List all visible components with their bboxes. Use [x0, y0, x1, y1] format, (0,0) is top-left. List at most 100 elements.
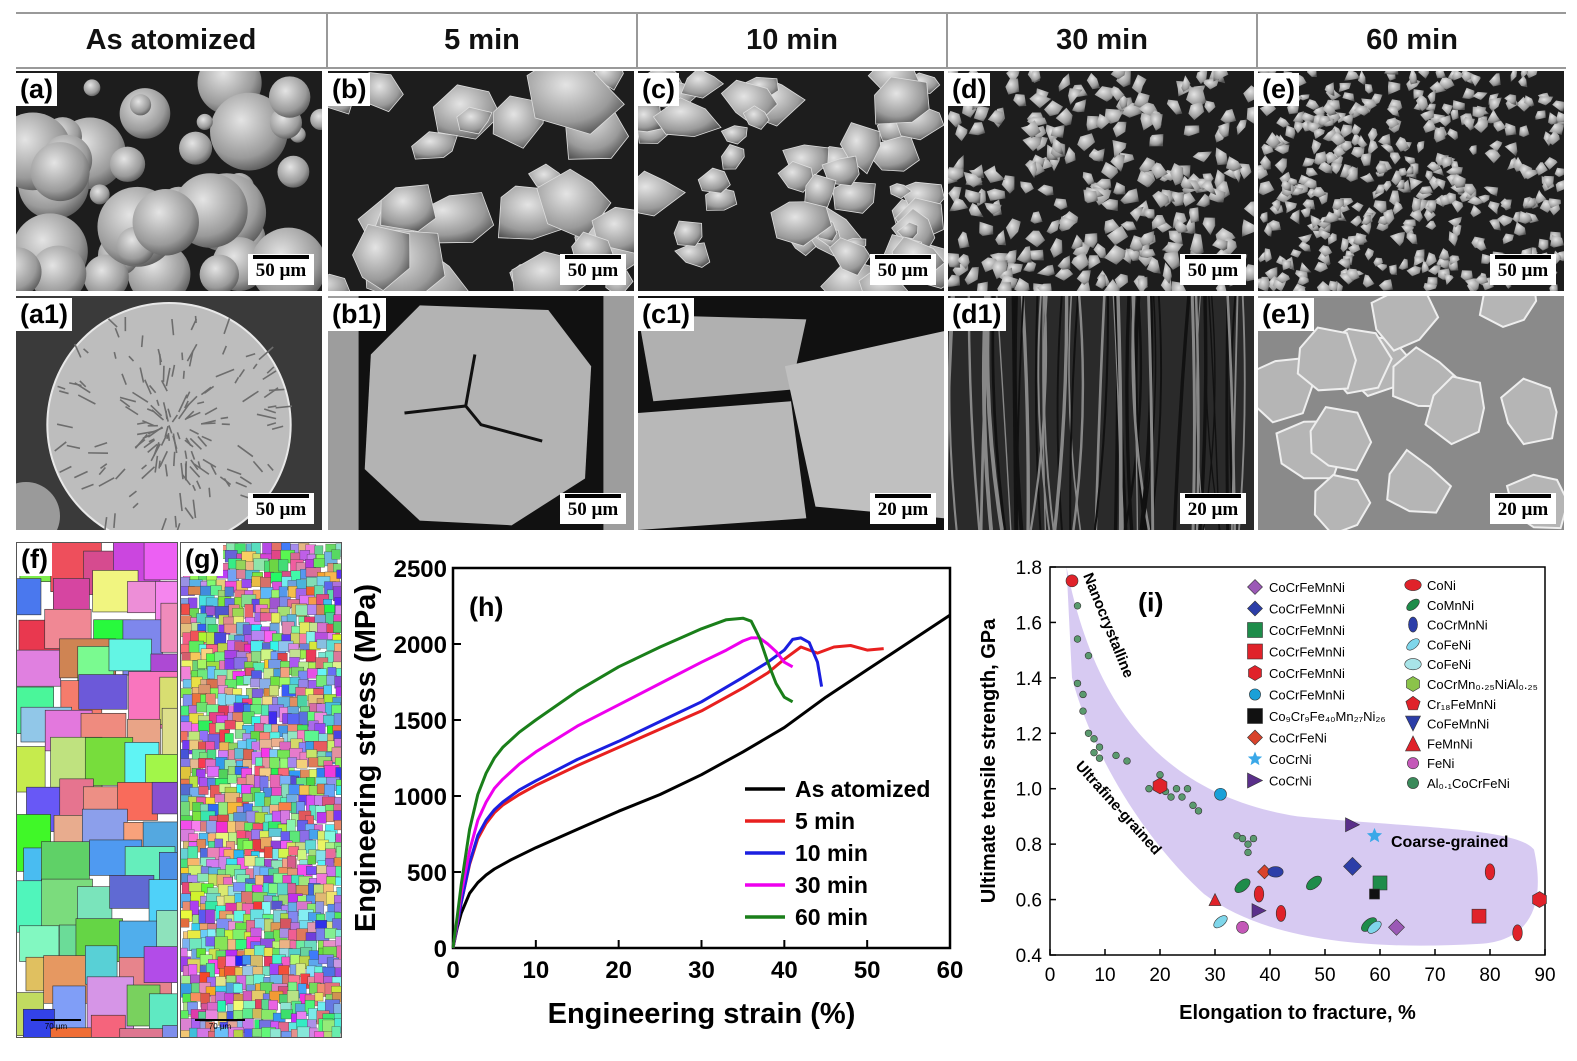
powder-particle	[1351, 123, 1362, 135]
powder-particle	[1120, 188, 1139, 205]
powder-particle	[328, 273, 351, 291]
legend-label: CoNi	[1427, 578, 1456, 593]
grain	[143, 946, 177, 983]
powder-particle	[997, 282, 1012, 291]
powder-particle	[1095, 274, 1107, 289]
powder-particle	[1342, 92, 1355, 102]
dendrite-arm	[74, 470, 88, 479]
powder-particle	[995, 229, 1006, 246]
lamella	[1037, 296, 1051, 530]
dendrite-arm	[147, 443, 158, 454]
grain	[109, 875, 155, 909]
powder-particle	[1095, 178, 1112, 190]
powder-particle	[1077, 133, 1096, 152]
lamella	[1016, 296, 1025, 530]
powder-particle	[1406, 265, 1422, 277]
legend-marker	[1405, 695, 1421, 711]
powder-flakes-image	[638, 71, 944, 291]
dendrite-arm	[98, 477, 115, 487]
dendrite-arm	[157, 348, 163, 363]
legend-label: As atomized	[795, 776, 930, 802]
grain	[50, 1027, 97, 1037]
powder-particle	[1350, 215, 1362, 227]
dendrite-arm	[190, 450, 196, 460]
particle-cross-section	[328, 296, 359, 530]
dendrite-arm	[226, 468, 242, 476]
grain	[297, 1026, 311, 1037]
powder-particle	[1524, 95, 1535, 107]
dendrite-arm	[220, 416, 229, 420]
data-point	[1244, 840, 1252, 848]
powder-particle	[1544, 157, 1558, 170]
powder-particle	[1313, 128, 1325, 140]
powder-particle	[1357, 135, 1368, 149]
powder-particle	[1101, 161, 1119, 180]
grain	[78, 674, 128, 710]
y-tick-label: 2000	[394, 632, 447, 659]
powder-particle	[981, 257, 1000, 273]
grain	[241, 579, 252, 589]
powder-particle	[1106, 225, 1129, 246]
grain	[206, 820, 217, 833]
column-header-10-min: 10 min	[636, 12, 946, 69]
powder-particle	[1484, 149, 1501, 164]
powder-particle	[1337, 258, 1351, 269]
legend-label: CoCrNi	[1269, 752, 1312, 767]
powder-particle	[1519, 125, 1530, 138]
legend-label: CoCrMnNi	[1427, 618, 1488, 633]
powder-particle	[1168, 230, 1184, 246]
powder-particle	[720, 125, 748, 145]
powder-particle	[896, 221, 919, 240]
grain	[252, 1008, 263, 1019]
grain	[181, 652, 192, 662]
powder-particle	[1388, 81, 1401, 95]
data-point	[1090, 735, 1098, 743]
dendrite-arm	[221, 345, 228, 355]
data-point	[1156, 771, 1164, 779]
dendrite-arm	[242, 390, 259, 403]
data-point	[1244, 848, 1252, 857]
legend-marker	[1404, 658, 1422, 671]
powder-particle	[456, 106, 493, 135]
powder-particle	[1462, 87, 1475, 99]
grain	[269, 1028, 281, 1037]
powder-particle	[1006, 71, 1020, 83]
dendrite-arm	[168, 425, 173, 434]
powder-particle	[1351, 202, 1364, 213]
grain	[235, 939, 248, 950]
powder-particle	[1522, 169, 1538, 180]
powder-particle	[949, 197, 969, 212]
legend-marker	[1247, 600, 1263, 617]
powder-particle	[1044, 100, 1064, 117]
panel-label: (f)	[17, 543, 52, 576]
powder-particle	[968, 164, 985, 178]
powder-particle	[1202, 173, 1214, 184]
grain	[181, 705, 191, 716]
dendrite-arm	[185, 395, 198, 409]
data-point	[1343, 856, 1362, 876]
dendrite-arm	[184, 507, 194, 520]
powder-particle	[1387, 105, 1400, 117]
powder-particle	[1518, 75, 1528, 88]
dendrite-arm	[215, 368, 235, 378]
property-region	[1066, 567, 1538, 946]
stress-strain-plot: 0 10 20 30 40 50 60 0 500 1000 1500 2000 2500 Enginee…	[350, 556, 963, 1030]
powder-particle	[979, 221, 994, 236]
dendrite-arm	[196, 480, 202, 490]
powder-particle	[1516, 96, 1531, 112]
powder-particle	[1215, 282, 1227, 291]
powder-particle	[1236, 119, 1247, 136]
legend-marker	[1406, 598, 1420, 611]
grain	[335, 876, 341, 886]
scale-bar: 50 µm	[248, 493, 314, 524]
panel-label: (b1)	[328, 298, 386, 331]
powder-particle	[83, 254, 129, 291]
dendrite-arm	[262, 370, 277, 381]
grain	[289, 657, 300, 669]
lamella	[1053, 296, 1069, 530]
grain	[314, 972, 324, 984]
powder-particle	[1423, 119, 1437, 133]
powder-particle	[1474, 275, 1489, 285]
series-line-0	[451, 613, 951, 949]
powder-particle	[1537, 96, 1554, 106]
